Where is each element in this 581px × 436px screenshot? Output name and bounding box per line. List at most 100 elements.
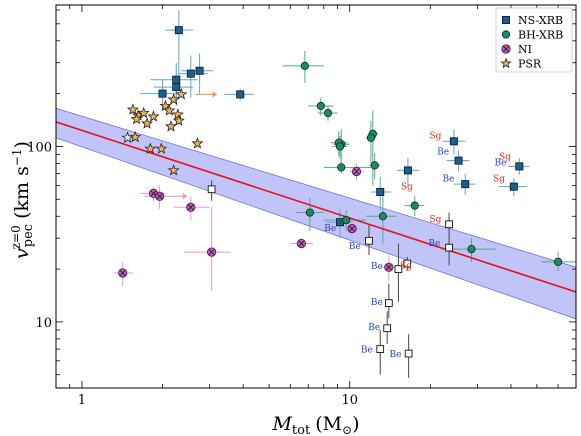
ni-point-cross-b [349,225,355,232]
ns-point [509,182,518,191]
fit-line [56,121,576,293]
open-point [445,243,453,252]
ni-point-cross-b [119,270,126,276]
open-point [394,265,403,273]
sg-label: Sg [401,182,413,192]
psr-point [137,106,150,119]
legend-box [495,7,573,73]
legend-marker-ni-cross-b [503,46,509,52]
x-axis-label: Mtot (M⊙) [271,413,359,436]
ni-point-cross-b [187,204,194,211]
legend-label-ni: NI [518,43,532,56]
y-tick-label: 10 [35,316,52,331]
legend-marker-psr [500,57,512,69]
y-axis-label-unit: (km s [11,166,33,219]
y-tick-label: 100 [27,140,52,155]
y-axis-label-subscript: pec [21,224,36,247]
x-axis-label-symbol: M [271,413,292,435]
psr-point [191,137,204,149]
legend-label-bh: BH-XRB [518,29,563,42]
x-axis-label-subscript: tot [292,423,311,436]
be-label: Be [371,298,383,308]
x-axis-label-unit-close: ) [352,413,359,435]
limit-arrow-head [212,91,218,98]
be-label: Be [495,158,507,168]
fit-line-layer [56,121,576,293]
sg-label: Sg [493,175,505,185]
ns-point [376,187,385,196]
bh-point [316,101,325,111]
be-label: Be [368,323,380,333]
plot-frame [55,4,577,389]
open-point [207,185,216,194]
bh-point [342,216,351,225]
legend-marker-bh [501,30,511,39]
open-point [445,220,453,229]
bh-point [378,212,387,221]
be-label: Be [442,175,454,185]
ni-point-cross-b [208,249,215,256]
ni-point-cross-b [298,240,305,247]
open-point [404,349,413,358]
legend-label-psr: PSR [518,58,542,71]
psr-point [172,114,185,126]
psr-point [147,110,160,122]
psr-point [126,103,139,115]
confidence-band-layer [56,107,576,320]
be-label: Be [437,147,449,157]
be-label: Be [361,345,373,355]
ns-point [195,66,204,75]
y-axis-label: vz=0pec (km s−1) [9,141,36,259]
psr-point [171,108,184,120]
bh-point [300,61,309,70]
psr-point [140,117,154,129]
be-label: Be [349,242,361,252]
psr-point [167,93,180,105]
y-axis-label-unit-close: ) [11,141,33,148]
ns-point [186,69,195,78]
confidence-band [56,107,576,320]
legend-marker-ns [501,15,510,24]
open-point [365,236,373,245]
psr-point [167,164,180,176]
bh-point [335,142,345,151]
bh-point [323,108,333,118]
legend-label-ns: NS-XRB [518,14,563,27]
psr-point [159,99,172,112]
ns-point [172,83,181,92]
psr-point [175,88,188,100]
open-point [376,345,385,353]
ni-point-cross-b [385,264,392,271]
ns-point [403,166,412,175]
ns-point [158,89,167,98]
bh-point [410,201,419,210]
be-label: Be [389,350,401,360]
x-axis-label-unit: (M [315,413,342,435]
ns-point [172,75,181,84]
psr-point [130,112,143,125]
sg-label: Sg [429,131,441,141]
ni-point-cross-b [150,190,157,197]
open-point [384,299,393,307]
open-point [383,324,392,333]
ns-point [461,180,470,189]
ni-point-cross-b [156,193,163,200]
psr-point [129,130,142,143]
axis-ticks-layer: 1 10 10 100 [27,5,577,408]
ni-point-cross-b [353,168,360,175]
x-tick-label: 10 [341,393,358,408]
be-label: Be [428,239,440,249]
be-label: Be [324,224,336,234]
ns-point [454,156,463,165]
sg-label: Sg [499,153,511,163]
psr-point [164,120,177,132]
y-axis-label-superscript: z=0 [9,225,23,249]
bh-point [366,133,376,142]
markers-layer [118,26,563,358]
sg-label: Sg [400,261,412,271]
limit-arrow-head [182,193,188,200]
be-label: Be [371,262,383,272]
bh-point [337,163,346,172]
